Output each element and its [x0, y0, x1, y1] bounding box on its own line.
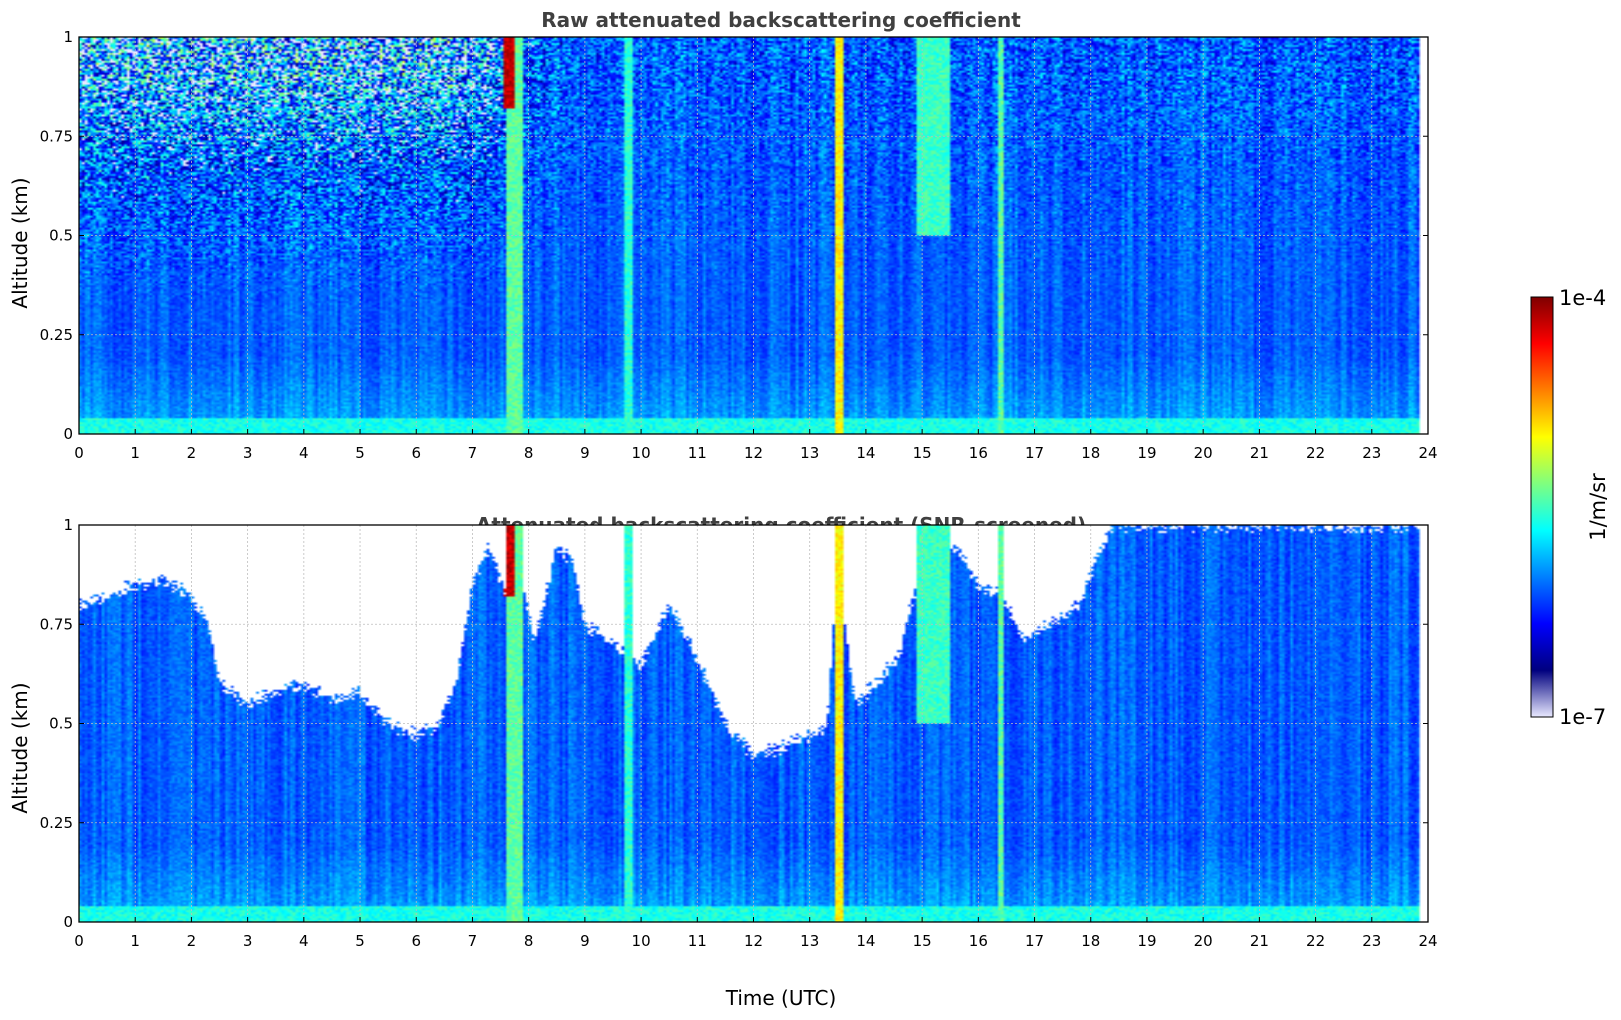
- x-tick-label: 16: [969, 932, 988, 950]
- x-tick-label: 0: [74, 932, 84, 950]
- panel-screened: Attenuated backscattering coefficient (S…: [8, 513, 1438, 1010]
- y-tick-label: 0.75: [40, 615, 73, 633]
- y-tick-label: 0.25: [40, 814, 73, 832]
- x-tick-label: 17: [1025, 444, 1044, 462]
- x-tick-label: 3: [243, 444, 253, 462]
- colorbar-min-label: 1e-7: [1559, 705, 1606, 729]
- x-tick-label: 20: [1194, 932, 1213, 950]
- panel-raw: Raw attenuated backscattering coefficien…: [8, 8, 1438, 462]
- x-tick-label: 18: [1081, 444, 1100, 462]
- y-axis-label: Altitude (km): [8, 682, 32, 813]
- grid-lines: [79, 37, 1428, 434]
- x-tick-label: 9: [580, 932, 590, 950]
- colorbar-gradient: [1530, 296, 1554, 718]
- y-tick-label: 0.75: [40, 127, 73, 145]
- y-axis-label: Altitude (km): [8, 177, 32, 308]
- x-tick-label: 19: [1137, 444, 1156, 462]
- colorbar-label: 1/m/sr: [1586, 473, 1610, 541]
- x-tick-label: 17: [1025, 932, 1044, 950]
- x-tick-label: 24: [1418, 932, 1437, 950]
- x-tick-label: 23: [1362, 444, 1381, 462]
- x-tick-label: 2: [187, 932, 197, 950]
- x-tick-label: 6: [411, 444, 421, 462]
- x-tick-label: 13: [800, 444, 819, 462]
- x-axis-label: Time (UTC): [725, 986, 837, 1010]
- x-tick-label: 13: [800, 932, 819, 950]
- x-tick-label: 11: [688, 932, 707, 950]
- x-tick-label: 24: [1418, 444, 1437, 462]
- panel-title: Raw attenuated backscattering coefficien…: [541, 8, 1021, 32]
- y-axis: 0 0.25 0.5 0.75 1: [40, 516, 1428, 931]
- x-tick-label: 1: [130, 444, 140, 462]
- x-tick-label: 10: [632, 444, 651, 462]
- x-tick-label: 22: [1306, 444, 1325, 462]
- x-tick-label: 10: [632, 932, 651, 950]
- x-tick-label: 18: [1081, 932, 1100, 950]
- x-tick-label: 21: [1250, 444, 1269, 462]
- x-tick-label: 3: [243, 932, 253, 950]
- x-axis: 0 1 2 3 4 5 6 7 8 9 10 11 12 13 14 15 16 17 18 19 20 21 22 23 24: [74, 917, 1438, 950]
- y-tick-label: 1: [63, 516, 73, 534]
- x-tick-label: 22: [1306, 932, 1325, 950]
- x-tick-label: 2: [187, 444, 197, 462]
- x-tick-label: 0: [74, 444, 84, 462]
- x-tick-label: 1: [130, 932, 140, 950]
- colorbar-max-label: 1e-4: [1559, 286, 1606, 310]
- x-tick-label: 8: [524, 932, 534, 950]
- x-tick-label: 7: [468, 444, 478, 462]
- x-axis: 0 1 2 3 4 5 6 7 8 9 10 11 12 13 14 15 16 17 18 19 20 21 22 23 24: [74, 429, 1438, 462]
- y-tick-label: 0.5: [49, 227, 73, 245]
- x-tick-label: 23: [1362, 932, 1381, 950]
- grid-lines: [79, 525, 1428, 922]
- x-tick-label: 4: [299, 444, 309, 462]
- x-tick-label: 21: [1250, 932, 1269, 950]
- x-tick-label: 5: [355, 444, 365, 462]
- y-tick-label: 1: [63, 28, 73, 46]
- x-tick-label: 16: [969, 444, 988, 462]
- x-tick-label: 11: [688, 444, 707, 462]
- x-tick-label: 19: [1137, 932, 1156, 950]
- x-tick-label: 6: [411, 932, 421, 950]
- x-tick-label: 9: [580, 444, 590, 462]
- x-tick-label: 8: [524, 444, 534, 462]
- x-tick-label: 14: [856, 932, 875, 950]
- x-tick-label: 4: [299, 932, 309, 950]
- x-tick-label: 7: [468, 932, 478, 950]
- x-tick-label: 12: [744, 444, 763, 462]
- x-tick-label: 12: [744, 932, 763, 950]
- y-tick-label: 0: [63, 425, 73, 443]
- y-tick-label: 0.5: [49, 715, 73, 733]
- x-tick-label: 15: [913, 444, 932, 462]
- x-tick-label: 20: [1194, 444, 1213, 462]
- y-tick-label: 0.25: [40, 326, 73, 344]
- x-tick-label: 14: [856, 444, 875, 462]
- y-axis: 0 0.25 0.5 0.75 1: [40, 28, 1428, 443]
- y-tick-label: 0: [63, 913, 73, 931]
- x-tick-label: 15: [913, 932, 932, 950]
- colorbar: 1e-4 1e-7 1/m/sr: [1530, 286, 1610, 729]
- x-tick-label: 5: [355, 932, 365, 950]
